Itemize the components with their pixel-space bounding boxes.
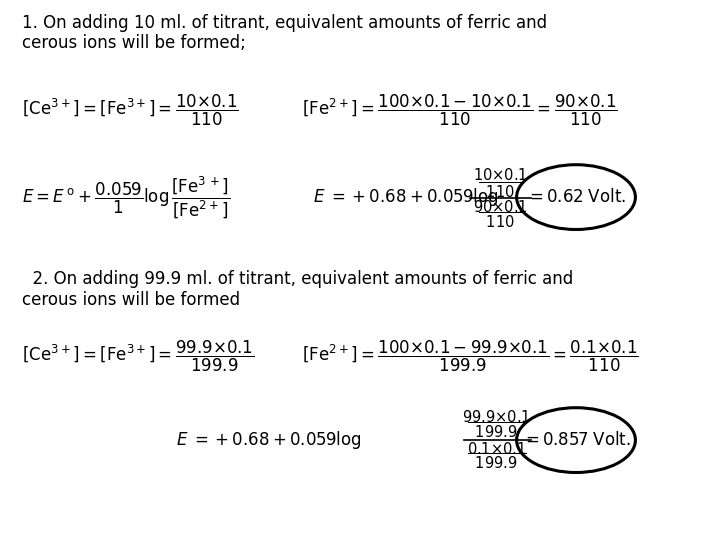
Text: $90{\times}0.1$: $90{\times}0.1$ <box>473 199 528 215</box>
Text: $[\mathrm{Fe}^{2+}]=\dfrac{100{\times}0.1-99.9{\times}0.1}{199.9}=\dfrac{0.1{\ti: $[\mathrm{Fe}^{2+}]=\dfrac{100{\times}0.… <box>302 339 639 374</box>
Text: $[\mathrm{Fe}^{2+}]=\dfrac{100{\times}0.1-10{\times}0.1}{110}=\dfrac{90{\times}0: $[\mathrm{Fe}^{2+}]=\dfrac{100{\times}0.… <box>302 93 618 129</box>
Text: $99.9{\times}0.1$: $99.9{\times}0.1$ <box>462 409 531 425</box>
Text: $0.1{\times}0.1$: $0.1{\times}0.1$ <box>467 441 526 457</box>
Text: 2. On adding 99.9 ml. of titrant, equivalent amounts of ferric and
cerous ions w: 2. On adding 99.9 ml. of titrant, equiva… <box>22 270 573 309</box>
Text: $=0.857\;\mathrm{Volt.}$: $=0.857\;\mathrm{Volt.}$ <box>521 431 631 449</box>
Text: 1. On adding 10 ml. of titrant, equivalent amounts of ferric and
cerous ions wil: 1. On adding 10 ml. of titrant, equivale… <box>22 14 546 52</box>
Text: $[\mathrm{Ce}^{3+}]=[\mathrm{Fe}^{3+}]=\dfrac{10{\times}0.1}{110}$: $[\mathrm{Ce}^{3+}]=[\mathrm{Fe}^{3+}]=\… <box>22 93 238 129</box>
Text: $=0.62\;\mathrm{Volt.}$: $=0.62\;\mathrm{Volt.}$ <box>526 188 626 206</box>
Text: $E=E^{\,\mathrm{o}}+\dfrac{0.059}{1}\log\dfrac{[\mathrm{Fe}^{3\,+}]}{[\mathrm{Fe: $E=E^{\,\mathrm{o}}+\dfrac{0.059}{1}\log… <box>22 174 230 220</box>
Text: $\overline{\;\;110\;\;}$: $\overline{\;\;110\;\;}$ <box>477 211 523 232</box>
Text: $\overline{\;\;199.9\;\;}$: $\overline{\;\;199.9\;\;}$ <box>467 422 526 442</box>
Text: $E\;=+0.68+0.059\log$: $E\;=+0.68+0.059\log$ <box>313 186 499 208</box>
Text: $[\mathrm{Ce}^{3+}]=[\mathrm{Fe}^{3+}]=\dfrac{99.9{\times}0.1}{199.9}$: $[\mathrm{Ce}^{3+}]=[\mathrm{Fe}^{3+}]=\… <box>22 339 254 374</box>
Text: $\overline{\;\;199.9\;\;}$: $\overline{\;\;199.9\;\;}$ <box>467 453 526 473</box>
Text: $\overline{\;\;110\;\;}$: $\overline{\;\;110\;\;}$ <box>477 181 523 202</box>
Text: $10{\times}0.1$: $10{\times}0.1$ <box>473 167 528 184</box>
Text: $E\;=+0.68+0.059\log$: $E\;=+0.68+0.059\log$ <box>176 429 362 451</box>
